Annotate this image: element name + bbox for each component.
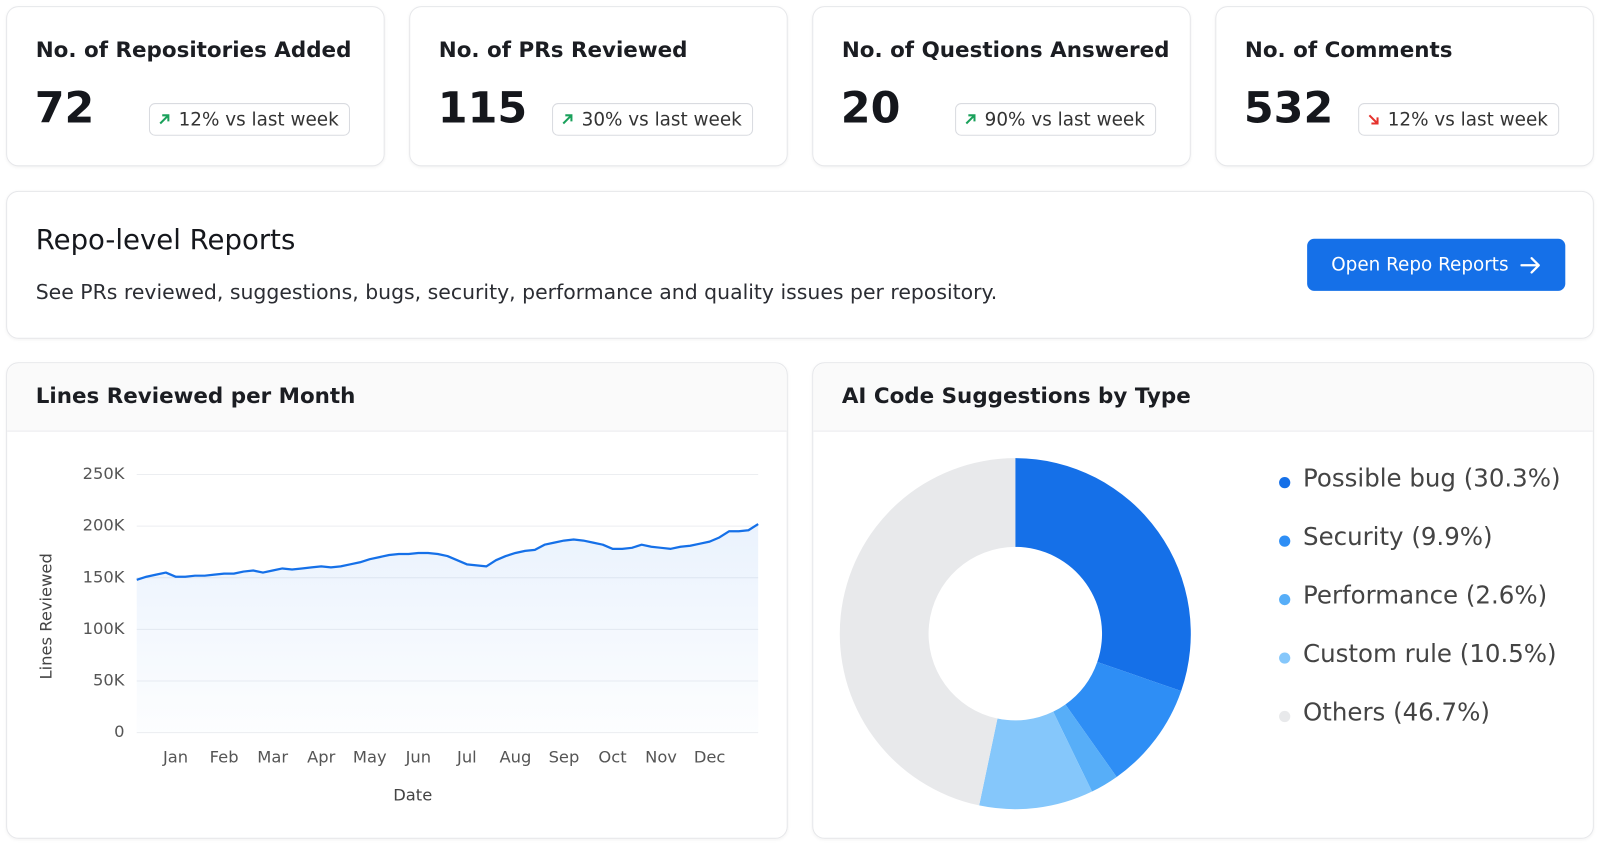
y-tick-label: 50K <box>93 671 126 690</box>
change-text: 12% vs last week <box>1387 108 1548 131</box>
y-tick-label: 200K <box>83 516 126 535</box>
x-axis-title: Date <box>393 785 432 804</box>
trend-icon <box>1368 114 1379 125</box>
change-badge: 90% vs last week <box>955 103 1157 136</box>
chart-title: Lines Reviewed per Month <box>35 383 356 409</box>
area <box>136 524 759 733</box>
x-tick-label: Jan <box>162 748 188 767</box>
x-tick-label: Jul <box>456 748 477 767</box>
x-tick-label: Oct <box>598 748 626 767</box>
change-text: 12% vs last week <box>178 108 339 131</box>
donut-slice <box>979 711 1093 810</box>
stat-title: No. of PRs Reviewed <box>438 37 688 63</box>
donut-slice <box>839 458 1016 806</box>
legend-dot <box>1279 652 1291 664</box>
legend-label: Possible bug (30.3%) <box>1303 464 1561 493</box>
legend-value: (2.6%) <box>1466 581 1547 610</box>
stat-value: 72 <box>34 82 95 133</box>
legend-label: Others (46.7%) <box>1303 697 1490 726</box>
change-text: 90% vs last week <box>984 108 1145 131</box>
x-tick-label: May <box>353 748 387 767</box>
change-badge: 12% vs last week <box>1358 103 1560 136</box>
legend-value: (46.7%) <box>1393 697 1490 726</box>
button-label[interactable]: Open Repo Reports <box>1331 254 1509 276</box>
change-badge: 12% vs last week <box>148 103 350 136</box>
x-tick-label: Dec <box>694 748 726 767</box>
y-tick-label: 0 <box>114 722 124 741</box>
legend-dot <box>1279 710 1291 723</box>
stat-card: No. of Repositories Added 72 12% vs last w… <box>6 6 385 167</box>
change-badge: 30% vs last week <box>552 103 754 136</box>
stat-value: 20 <box>840 82 901 133</box>
trend-arrow <box>562 114 573 125</box>
x-tick-label: Apr <box>307 748 336 767</box>
trend-arrow <box>159 114 170 125</box>
legend-dot <box>1279 535 1291 547</box>
legend-label: Custom rule (10.5%) <box>1303 639 1557 668</box>
legend-name: Performance <box>1303 581 1458 610</box>
trend-arrow <box>1368 114 1379 125</box>
x-tick-label: Sep <box>549 748 580 767</box>
trend-arrow <box>965 114 976 125</box>
legend-name: Possible bug <box>1303 464 1456 493</box>
x-tick-label: Aug <box>499 748 531 767</box>
x-tick-label: Jun <box>405 748 432 767</box>
trend-icon <box>562 114 573 125</box>
donut-slice <box>1015 458 1191 692</box>
trend-icon <box>965 114 976 125</box>
banner: Repo-level Reports See PRs reviewed, sug… <box>6 190 1594 339</box>
x-tick-label: Nov <box>645 748 677 767</box>
arrow-icon <box>1520 256 1541 274</box>
stat-value: 532 <box>1243 82 1334 133</box>
banner-description: See PRs reviewed, suggestions, bugs, sec… <box>35 279 998 305</box>
x-tick-label: Mar <box>257 748 288 767</box>
x-tick-label: Feb <box>210 748 239 767</box>
legend-value: (30.3%) <box>1464 464 1561 493</box>
stat-value: 115 <box>437 82 528 133</box>
stat-title: No. of Comments <box>1244 37 1453 63</box>
change-text: 30% vs last week <box>581 108 742 131</box>
legend-dot <box>1279 593 1291 606</box>
stat-title: No. of Repositories Added <box>35 37 352 63</box>
banner-title: Repo-level Reports <box>35 224 296 257</box>
legend-name: Security <box>1303 522 1403 551</box>
card-header: AI Code Suggestions by Type <box>813 363 1593 432</box>
y-tick-label: 150K <box>83 567 126 586</box>
card-header: Lines Reviewed per Month <box>7 363 787 432</box>
legend-name: Custom rule <box>1303 639 1452 668</box>
stat-card: No. of Questions Answered 20 90% vs last w… <box>812 6 1191 167</box>
line <box>136 523 759 581</box>
legend-dot <box>1279 477 1291 489</box>
legend-value: (9.9%) <box>1411 522 1492 551</box>
y-axis-title: Lines Reviewed <box>36 553 55 679</box>
donut-slice <box>1053 704 1117 792</box>
stat-card: No. of Comments 532 12% vs last week <box>1215 6 1594 167</box>
chart-title: AI Code Suggestions by Type <box>841 383 1191 409</box>
open-reports-button[interactable]: Open Repo Reports <box>1307 238 1566 291</box>
donut-slice <box>1065 662 1182 777</box>
stat-title: No. of Questions Answered <box>841 37 1170 63</box>
legend-value: (10.5%) <box>1460 639 1557 668</box>
stat-card: No. of PRs Reviewed 115 30% vs last week <box>409 6 788 167</box>
y-tick-label: 100K <box>83 619 126 638</box>
legend-label: Security (9.9%) <box>1303 522 1493 551</box>
trend-icon <box>159 114 170 125</box>
y-tick-label: 250K <box>83 464 126 483</box>
legend-name: Others <box>1303 697 1385 726</box>
legend-label: Performance (2.6%) <box>1303 581 1547 610</box>
